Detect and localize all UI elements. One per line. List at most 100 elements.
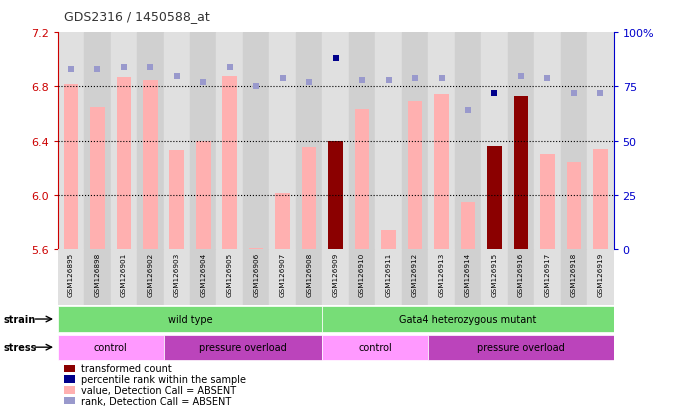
Bar	[322, 335, 428, 360]
Bar	[381, 230, 396, 249]
Bar	[328, 141, 343, 249]
Bar	[216, 33, 243, 249]
Bar	[222, 76, 237, 249]
Bar	[84, 33, 111, 249]
Bar	[561, 249, 587, 305]
Bar	[117, 78, 131, 249]
Bar	[243, 249, 269, 305]
Bar	[349, 33, 376, 249]
Bar	[349, 249, 376, 305]
Bar	[163, 249, 190, 305]
Text: value, Detection Call = ABSENT: value, Detection Call = ABSENT	[81, 385, 236, 395]
Text: GSM126903: GSM126903	[174, 252, 180, 296]
Bar	[587, 249, 614, 305]
Bar	[455, 249, 481, 305]
Bar	[534, 249, 561, 305]
Text: GSM126912: GSM126912	[412, 252, 418, 296]
Text: strain: strain	[3, 314, 36, 324]
Bar	[58, 33, 84, 249]
Text: GSM126918: GSM126918	[571, 252, 577, 296]
Bar	[402, 249, 428, 305]
Bar	[322, 249, 349, 305]
Bar	[58, 306, 322, 332]
Bar	[196, 141, 210, 249]
Bar	[508, 249, 534, 305]
Text: GSM126913: GSM126913	[439, 252, 445, 296]
Bar	[137, 33, 163, 249]
Bar	[163, 33, 190, 249]
Text: Gata4 heterozygous mutant: Gata4 heterozygous mutant	[399, 314, 537, 324]
Bar	[296, 33, 322, 249]
Bar	[376, 249, 402, 305]
Text: GSM126917: GSM126917	[544, 252, 551, 296]
Text: GSM126902: GSM126902	[147, 252, 153, 296]
Bar	[137, 249, 163, 305]
Text: GSM126908: GSM126908	[306, 252, 312, 296]
Bar	[508, 33, 534, 249]
Text: GSM126904: GSM126904	[200, 252, 206, 296]
Bar	[58, 335, 163, 360]
Text: GSM126910: GSM126910	[359, 252, 365, 296]
Bar	[90, 107, 104, 249]
Bar	[322, 306, 614, 332]
Bar	[376, 33, 402, 249]
Bar	[170, 151, 184, 249]
Bar	[275, 194, 290, 249]
Text: GSM126916: GSM126916	[518, 252, 524, 296]
Bar	[481, 249, 508, 305]
Text: GSM126919: GSM126919	[597, 252, 603, 296]
Bar	[190, 33, 216, 249]
Text: GSM126914: GSM126914	[465, 252, 471, 296]
Bar	[593, 150, 607, 249]
Bar	[111, 249, 137, 305]
Bar	[428, 335, 614, 360]
Text: stress: stress	[3, 342, 37, 352]
Bar	[143, 81, 157, 249]
Bar	[58, 249, 84, 305]
Bar	[428, 249, 455, 305]
Bar	[587, 33, 614, 249]
Bar	[322, 33, 349, 249]
Bar	[302, 148, 317, 249]
Bar	[540, 155, 555, 249]
Bar	[216, 249, 243, 305]
Bar	[534, 33, 561, 249]
Text: control: control	[359, 342, 392, 352]
Bar	[355, 110, 370, 249]
Text: wild type: wild type	[167, 314, 212, 324]
Text: rank, Detection Call = ABSENT: rank, Detection Call = ABSENT	[81, 396, 231, 406]
Text: GSM126901: GSM126901	[121, 252, 127, 296]
Bar	[249, 248, 264, 249]
Bar	[455, 33, 481, 249]
Text: GSM126905: GSM126905	[226, 252, 233, 296]
Bar	[561, 33, 587, 249]
Bar	[269, 33, 296, 249]
Bar	[402, 33, 428, 249]
Bar	[567, 163, 581, 249]
Text: percentile rank within the sample: percentile rank within the sample	[81, 374, 245, 384]
Bar	[434, 95, 449, 249]
Bar	[269, 249, 296, 305]
Bar	[163, 335, 322, 360]
Bar	[461, 202, 475, 249]
Text: GSM126895: GSM126895	[68, 252, 74, 296]
Bar	[190, 249, 216, 305]
Bar	[487, 147, 502, 249]
Text: pressure overload: pressure overload	[477, 342, 565, 352]
Bar	[407, 102, 422, 249]
Bar	[514, 97, 528, 249]
Text: transformed count: transformed count	[81, 363, 172, 373]
Bar	[296, 249, 322, 305]
Text: GSM126915: GSM126915	[492, 252, 498, 296]
Bar	[64, 84, 78, 249]
Text: GSM126898: GSM126898	[94, 252, 100, 296]
Text: control: control	[94, 342, 127, 352]
Bar	[84, 249, 111, 305]
Bar	[243, 33, 269, 249]
Text: GSM126906: GSM126906	[253, 252, 259, 296]
Text: GSM126907: GSM126907	[279, 252, 285, 296]
Bar	[428, 33, 455, 249]
Text: GDS2316 / 1450588_at: GDS2316 / 1450588_at	[64, 10, 210, 23]
Text: GSM126909: GSM126909	[333, 252, 338, 296]
Bar	[111, 33, 137, 249]
